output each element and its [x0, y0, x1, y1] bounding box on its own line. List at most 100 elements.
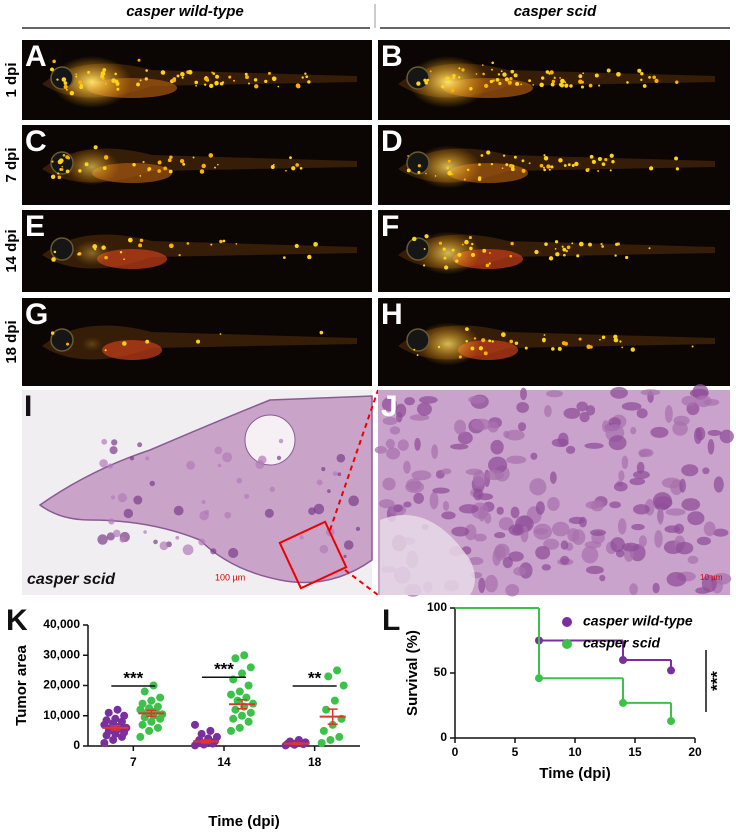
- cell-spot: [203, 83, 207, 86]
- x-tick-label: 0: [452, 745, 459, 759]
- tissue-cell: [258, 455, 267, 464]
- tissue-detail: [244, 414, 296, 466]
- cell-spot: [464, 239, 469, 245]
- cell-nucleus: [513, 566, 527, 576]
- cell-spot: [582, 72, 585, 75]
- cell-nucleus: [590, 529, 606, 536]
- tissue-cell: [99, 459, 108, 468]
- cell-spot: [509, 254, 513, 258]
- cell-spot: [576, 254, 580, 258]
- cell-nucleus: [468, 557, 484, 566]
- cell-nucleus: [441, 468, 452, 475]
- tissue-cell: [145, 456, 150, 461]
- cell-nucleus: [512, 525, 524, 535]
- cell-spot: [548, 168, 551, 171]
- cell-spot: [560, 78, 565, 84]
- eye: [406, 328, 430, 352]
- cell-spot: [178, 253, 181, 257]
- cell-spot: [508, 163, 513, 168]
- cell-spot: [514, 341, 519, 345]
- cell-spot: [528, 162, 531, 165]
- cell-nucleus: [590, 500, 604, 512]
- cell-spot: [301, 76, 304, 79]
- tissue-cell: [159, 541, 169, 551]
- cell-spot: [271, 76, 277, 82]
- cell-spot: [295, 83, 301, 88]
- cell-nucleus: [508, 551, 524, 562]
- cell-spot: [578, 79, 583, 84]
- cell-nucleus: [629, 477, 646, 486]
- y-tick-label: 100: [427, 600, 447, 614]
- cell-spot: [101, 245, 106, 250]
- cell-spot: [406, 168, 411, 173]
- cell-spot: [551, 347, 555, 351]
- data-point: [227, 690, 235, 699]
- cell-spot: [469, 246, 473, 251]
- data-point: [294, 735, 303, 744]
- cell-spot: [597, 169, 600, 172]
- data-point: [138, 699, 147, 708]
- cell-nucleus: [584, 541, 602, 549]
- cell-spot: [675, 80, 679, 84]
- cell-nucleus: [477, 493, 494, 501]
- cell-nucleus: [687, 555, 699, 564]
- cell-nucleus: [403, 501, 412, 508]
- cell-spot: [541, 76, 545, 80]
- cell-spot: [539, 82, 544, 88]
- data-point: [147, 696, 156, 705]
- cell-spot: [477, 177, 482, 182]
- cell-nucleus: [529, 478, 547, 496]
- tissue-cell: [111, 439, 118, 446]
- cell-nucleus: [505, 429, 525, 441]
- tissue-cell: [106, 532, 115, 541]
- cell-nucleus: [610, 386, 628, 399]
- cell-spot: [137, 58, 141, 62]
- cell-spot: [53, 250, 57, 254]
- data-point: [104, 708, 113, 717]
- tissue-cell: [336, 453, 346, 463]
- data-point: [206, 726, 215, 735]
- cell-spot: [513, 155, 517, 159]
- cell-spot: [139, 174, 142, 177]
- cell-spot: [182, 162, 186, 166]
- data-point: [113, 705, 122, 714]
- cell-nucleus: [576, 401, 588, 412]
- cell-spot: [458, 67, 461, 70]
- tissue-cell: [217, 463, 222, 468]
- cell-spot: [63, 81, 68, 86]
- cell-nucleus: [695, 395, 712, 408]
- cell-spot: [554, 240, 559, 244]
- cell-spot: [208, 153, 214, 158]
- tissue-cell: [204, 509, 210, 515]
- cell-spot: [502, 72, 507, 77]
- cell-nucleus: [664, 404, 673, 423]
- column-header: casper scid: [514, 3, 597, 20]
- cell-spot: [561, 341, 566, 346]
- legend-label: casper scid: [583, 635, 660, 651]
- cell-spot: [566, 245, 571, 250]
- cell-spot: [637, 68, 642, 73]
- cell-spot: [219, 333, 222, 335]
- cell-spot: [615, 242, 619, 246]
- cell-nucleus: [568, 516, 585, 525]
- cell-spot: [601, 162, 606, 166]
- cell-spot: [283, 256, 286, 259]
- cell-spot: [445, 76, 450, 81]
- data-point: [145, 726, 154, 735]
- cell-nucleus: [707, 429, 722, 436]
- tissue-cell: [186, 460, 195, 470]
- cell-spot: [543, 166, 545, 169]
- cell-spot: [652, 75, 656, 80]
- cell-spot: [446, 166, 449, 170]
- cell-spot: [102, 68, 107, 72]
- event-marker: [619, 656, 627, 664]
- cell-spot: [267, 71, 271, 75]
- cell-spot: [611, 160, 615, 164]
- zoom-line: [329, 389, 379, 531]
- cell-spot: [62, 153, 66, 157]
- cell-nucleus: [618, 470, 625, 482]
- cell-spot: [123, 258, 125, 261]
- cell-spot: [180, 71, 185, 77]
- cell-nucleus: [516, 401, 529, 413]
